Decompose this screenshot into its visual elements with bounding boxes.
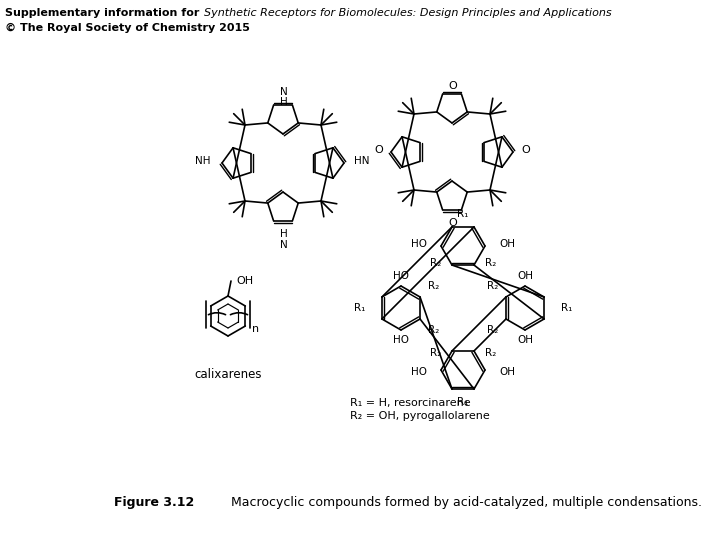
Text: R₁: R₁ xyxy=(457,209,469,219)
Text: R₂: R₂ xyxy=(485,258,496,268)
Text: OH: OH xyxy=(236,276,253,286)
Text: HO: HO xyxy=(393,335,409,345)
Text: Figure 3.12: Figure 3.12 xyxy=(114,496,194,509)
Text: OH: OH xyxy=(499,239,515,249)
Text: HO: HO xyxy=(411,367,427,377)
Text: R₂: R₂ xyxy=(430,258,441,268)
Text: H
N: H N xyxy=(280,229,288,250)
Text: HO: HO xyxy=(393,271,409,281)
Text: © The Royal Society of Chemistry 2015: © The Royal Society of Chemistry 2015 xyxy=(5,23,250,33)
Text: R₂: R₂ xyxy=(430,348,441,358)
Text: OH: OH xyxy=(499,367,515,377)
Text: R₂ = OH, pyrogallolarene: R₂ = OH, pyrogallolarene xyxy=(350,411,490,421)
Text: OH: OH xyxy=(517,335,533,345)
Text: R₁: R₁ xyxy=(561,303,572,313)
Text: calixarenes: calixarenes xyxy=(194,368,262,381)
Text: R₂: R₂ xyxy=(428,325,439,335)
Text: n: n xyxy=(252,324,259,334)
Text: OH: OH xyxy=(517,271,533,281)
Text: O: O xyxy=(449,218,457,228)
Text: N
H: N H xyxy=(280,86,288,107)
Text: Macrocyclic compounds formed by acid-catalyzed, multiple condensations.: Macrocyclic compounds formed by acid-cat… xyxy=(223,496,702,509)
Text: HN: HN xyxy=(354,156,369,166)
Text: R₁: R₁ xyxy=(354,303,365,313)
Text: O: O xyxy=(521,145,530,155)
Text: HO: HO xyxy=(411,239,427,249)
Text: R₁: R₁ xyxy=(457,397,469,407)
Text: R₂: R₂ xyxy=(487,325,498,335)
Text: R₂: R₂ xyxy=(487,281,498,291)
Text: O: O xyxy=(374,145,383,155)
Text: R₁ = H, resorcinarene: R₁ = H, resorcinarene xyxy=(350,398,471,408)
Text: Synthetic Receptors for Biomolecules: Design Principles and Applications: Synthetic Receptors for Biomolecules: De… xyxy=(204,8,611,18)
Text: R₂: R₂ xyxy=(485,348,496,358)
Text: R₂: R₂ xyxy=(428,281,439,291)
Text: O: O xyxy=(449,81,457,91)
Text: NH: NH xyxy=(196,156,211,166)
Text: Supplementary information for: Supplementary information for xyxy=(5,8,203,18)
